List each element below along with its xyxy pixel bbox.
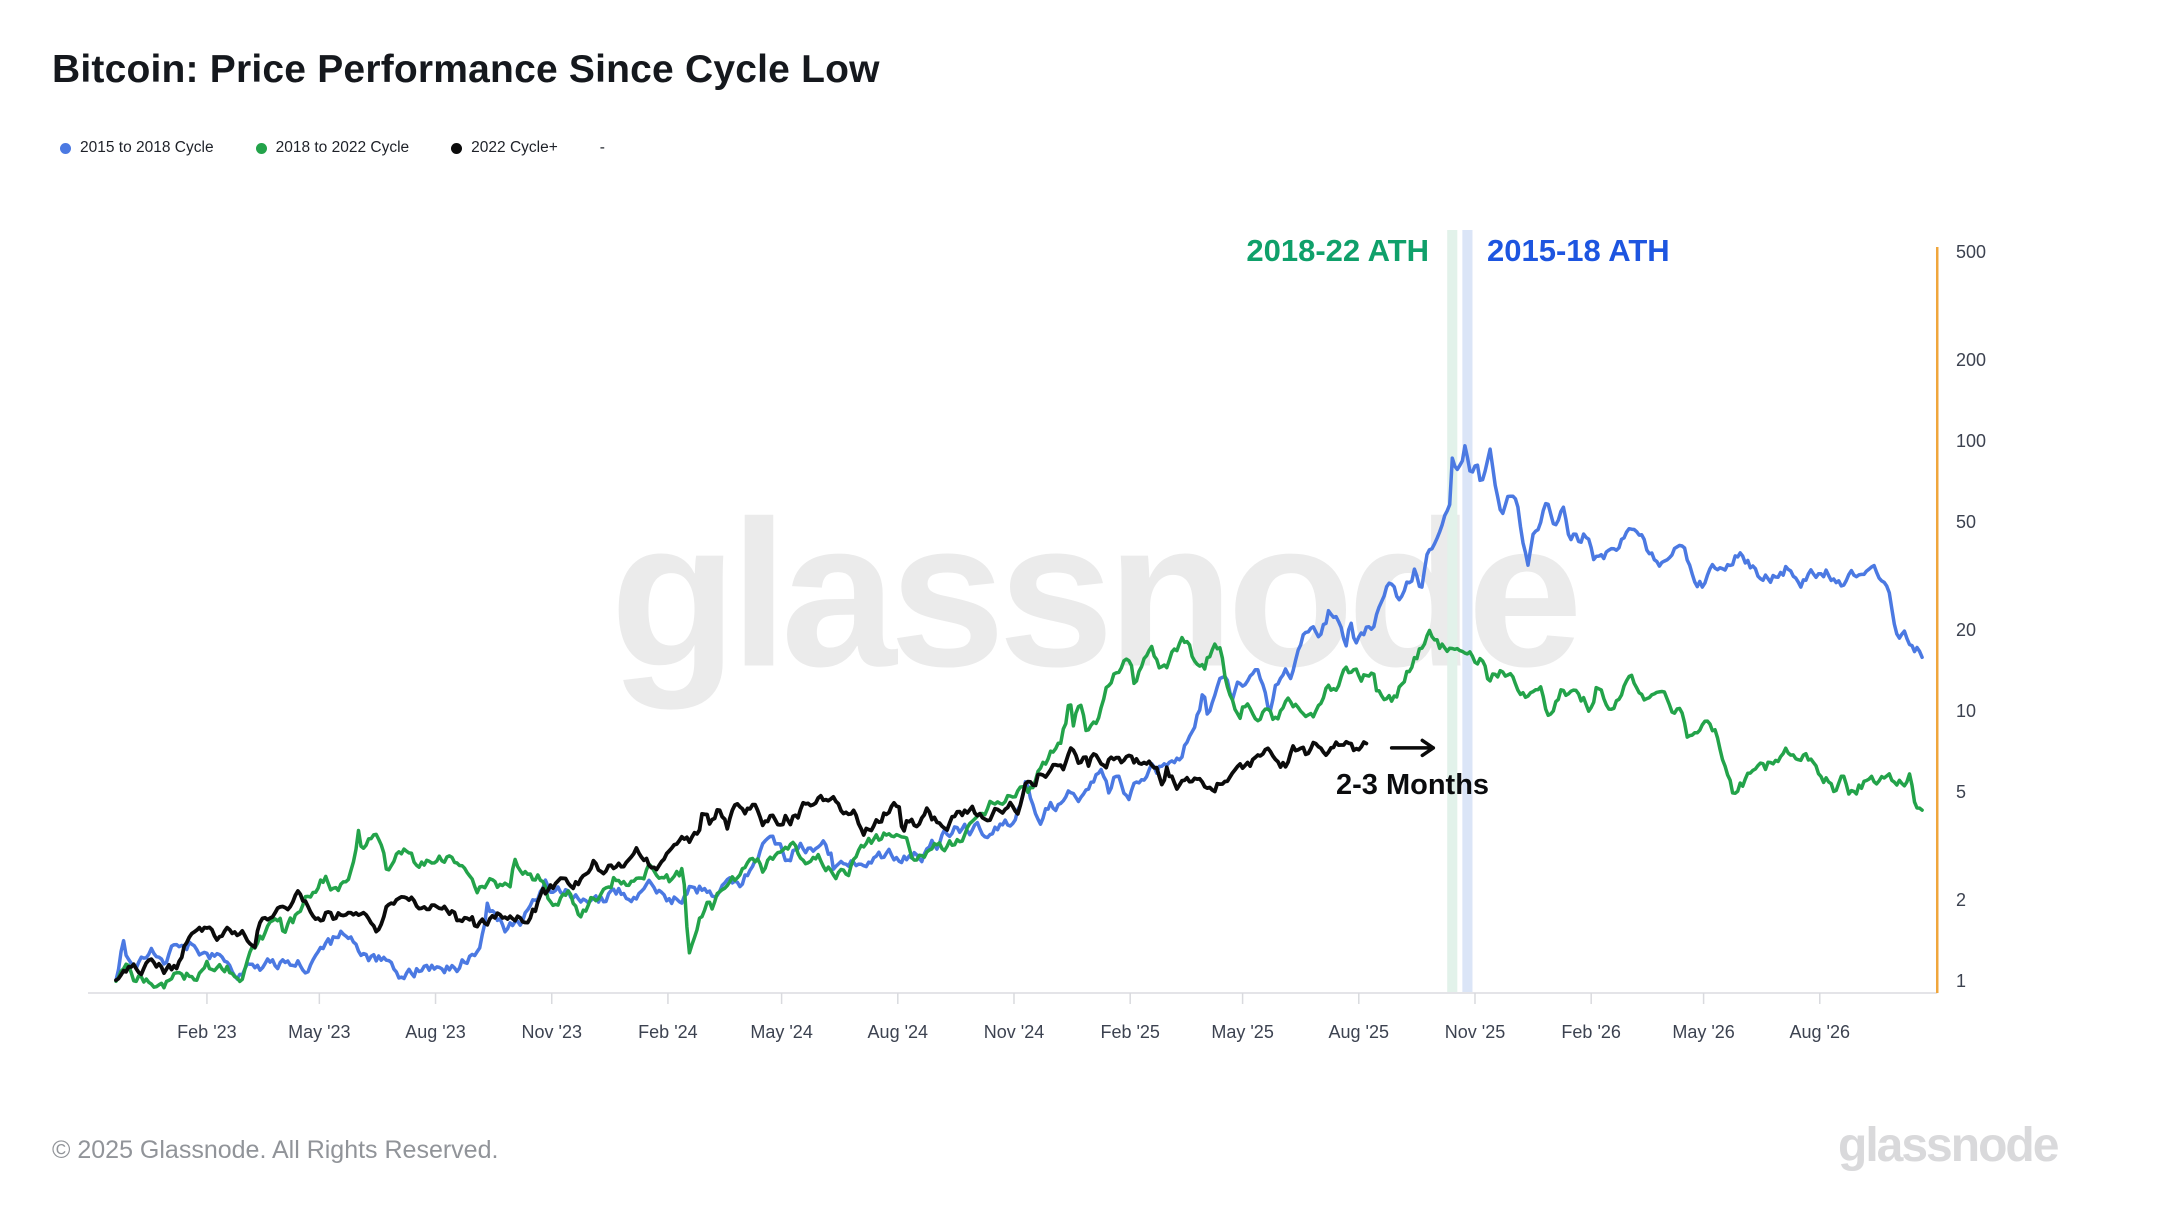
y-tick-label-50: 50 <box>1956 512 1977 533</box>
page-title: Bitcoin: Price Performance Since Cycle L… <box>52 48 880 91</box>
series-line-2022-cycle- <box>114 739 1369 983</box>
series-line-2015-to-2018-cycle <box>114 444 1924 983</box>
copyright-text: © 2025 Glassnode. All Rights Reserved. <box>52 1136 499 1164</box>
ath-band-2018-22 <box>1447 230 1458 993</box>
x-tick-label-Nov-23: Nov '23 <box>521 1022 582 1042</box>
y-tick-label-500: 500 <box>1956 242 1987 263</box>
y-tick-label-20: 20 <box>1956 619 1977 640</box>
x-tick-label-May-23: May '23 <box>288 1022 351 1042</box>
x-tick-label-Feb-26: Feb '26 <box>1561 1022 1621 1042</box>
ath-band-2015-18 <box>1462 230 1473 993</box>
legend-label: - <box>599 139 605 156</box>
x-tick-label-Aug-25: Aug '25 <box>1328 1022 1390 1042</box>
series-line-2018-to-2022-cycle <box>114 628 1924 990</box>
y-tick-label-2: 2 <box>1956 889 1967 910</box>
right-arrow-icon <box>1389 738 1436 758</box>
x-tick-label-Nov-24: Nov '24 <box>983 1022 1045 1042</box>
x-tick-label-May-26: May '26 <box>1672 1022 1735 1042</box>
annotation-2015-18-ath: 2015-18 ATH <box>1487 233 1670 268</box>
y-tick-label-5: 5 <box>1956 782 1967 803</box>
legend-swatch <box>255 142 267 154</box>
legend-swatch <box>451 142 463 154</box>
x-tick-label-Feb-25: Feb '25 <box>1100 1022 1160 1042</box>
y-tick-label-100: 100 <box>1956 431 1987 451</box>
x-tick-label-May-24: May '24 <box>750 1022 813 1042</box>
x-tick-label-Feb-24: Feb '24 <box>638 1022 698 1042</box>
legend-item-dash[interactable]: - <box>600 139 605 157</box>
x-tick-label-May-25: May '25 <box>1211 1022 1274 1042</box>
x-tick-label-Aug-24: Aug '24 <box>867 1022 929 1042</box>
x-tick-label-Aug-26: Aug '26 <box>1789 1022 1851 1042</box>
annotation-2018-22-ath: 2018-22 ATH <box>1246 233 1429 268</box>
legend-swatch <box>60 142 71 154</box>
y-tick-label-1: 1 <box>1956 971 1967 991</box>
legend-item-2018-to-2022-cycle[interactable]: 2018 to 2022 Cycle <box>255 139 410 157</box>
legend-item-2015-to-2018-cycle[interactable]: 2015 to 2018 Cycle <box>60 139 214 157</box>
annotation-2-3-months: 2-3 Months <box>1336 769 1490 801</box>
y-tick-label-200: 200 <box>1956 349 1987 370</box>
y-tick-label-10: 10 <box>1956 701 1977 721</box>
legend-item-2022-cycle-[interactable]: 2022 Cycle+ <box>451 139 558 157</box>
x-tick-label-Aug-23: Aug '23 <box>405 1022 466 1042</box>
x-tick-label-Feb-23: Feb '23 <box>177 1022 237 1042</box>
legend-label: 2015 to 2018 Cycle <box>80 139 214 156</box>
glassnode-watermark: glassnode <box>610 478 1583 711</box>
chart-legend: 2015 to 2018 Cycle 2018 to 2022 Cycle 2022… <box>60 139 605 157</box>
legend-label: 2018 to 2022 Cycle <box>275 139 410 156</box>
glassnode-logo: glassnode <box>1838 1119 2059 1172</box>
x-tick-label-Nov-25: Nov '25 <box>1444 1022 1506 1042</box>
legend-label: 2022 Cycle+ <box>471 139 558 156</box>
